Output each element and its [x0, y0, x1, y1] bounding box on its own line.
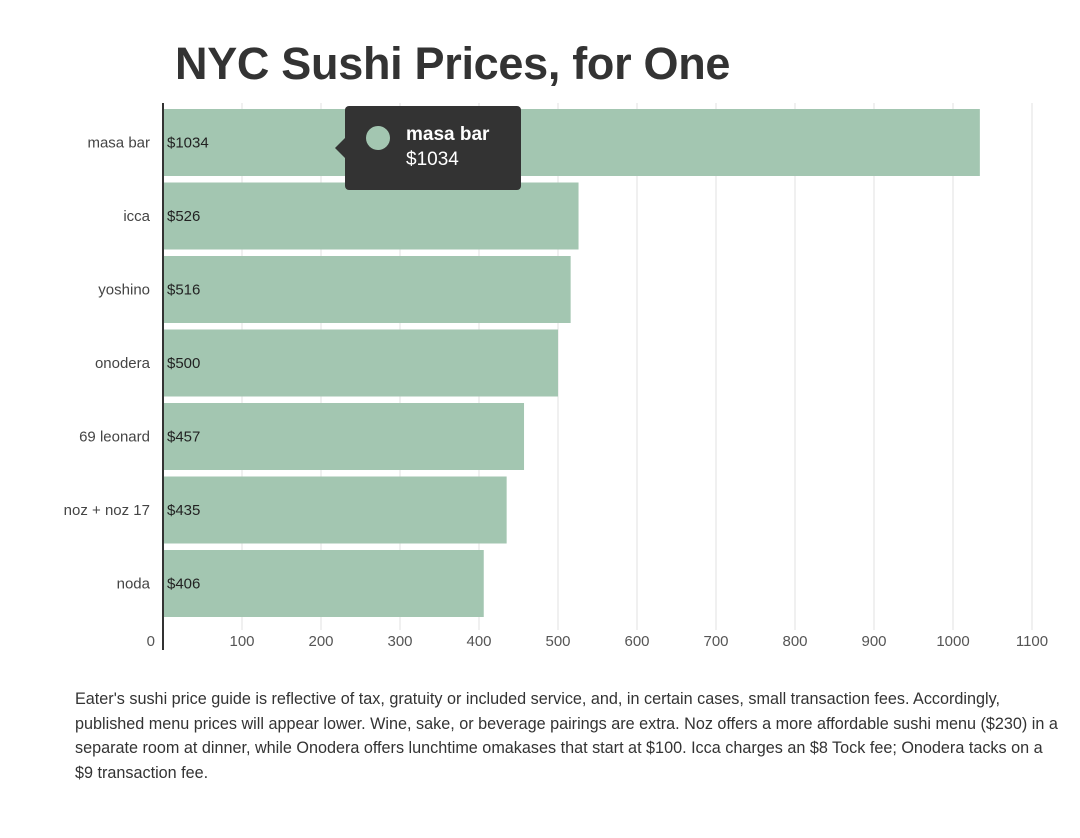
x-tick-label: 300 — [387, 633, 412, 650]
category-label: noz + noz 17 — [64, 502, 150, 519]
bar-value-label: $1034 — [167, 135, 209, 152]
category-label: 69 leonard — [79, 429, 150, 446]
category-label: onodera — [95, 355, 151, 372]
bar-value-label: $500 — [167, 355, 200, 372]
bar-value-label: $457 — [167, 429, 200, 446]
hover-tooltip: masa bar $1034 — [335, 106, 521, 190]
x-tick-label: 1100 — [1016, 633, 1048, 650]
bar-value-label: $406 — [167, 576, 200, 593]
x-tick-label: 700 — [703, 633, 728, 650]
category-label: masa bar — [87, 135, 150, 152]
x-tick-label: 100 — [229, 633, 254, 650]
category-label: noda — [117, 576, 151, 593]
x-tick-label: 400 — [466, 633, 491, 650]
chart-title: NYC Sushi Prices, for One — [175, 38, 731, 89]
category-label: yoshino — [98, 282, 150, 299]
bar-value-label: $516 — [167, 282, 200, 299]
x-tick-label: 1000 — [936, 633, 969, 650]
bar-value-label: $435 — [167, 502, 200, 519]
bar[interactable] — [163, 182, 579, 250]
x-tick-label: 0 — [147, 633, 155, 650]
bar[interactable] — [163, 550, 484, 617]
bar[interactable] — [163, 329, 558, 397]
x-tick-label: 900 — [861, 633, 886, 650]
x-tick-label: 600 — [624, 633, 649, 650]
tooltip-pointer — [335, 138, 345, 158]
bars — [163, 109, 980, 617]
bar[interactable] — [163, 403, 525, 470]
x-tick-label: 500 — [545, 633, 570, 650]
bar[interactable] — [163, 256, 571, 323]
bar[interactable] — [163, 109, 980, 176]
tooltip-series-swatch — [366, 126, 390, 150]
chart-footnote: Eater's sushi price guide is reflective … — [75, 690, 1058, 782]
tooltip-category: masa bar — [406, 124, 490, 145]
bar-labels: $1034 $526 $516 $500 $457 $435 $406 — [167, 135, 209, 593]
tooltip-value: $1034 — [406, 149, 459, 170]
x-tick-labels: 0 100 200 300 400 500 600 700 800 900 1000 1100 — [147, 633, 1048, 650]
x-tick-label: 800 — [782, 633, 807, 650]
category-labels: masa bar icca yoshino onodera 69 leonard noz … — [64, 135, 151, 593]
category-label: icca — [123, 208, 150, 225]
bar-value-label: $526 — [167, 208, 200, 225]
bar[interactable] — [163, 476, 507, 544]
x-tick-label: 200 — [308, 633, 333, 650]
bar-chart: $1034 $526 $516 $500 $457 $435 $406 masa bar ic… — [64, 103, 1048, 650]
